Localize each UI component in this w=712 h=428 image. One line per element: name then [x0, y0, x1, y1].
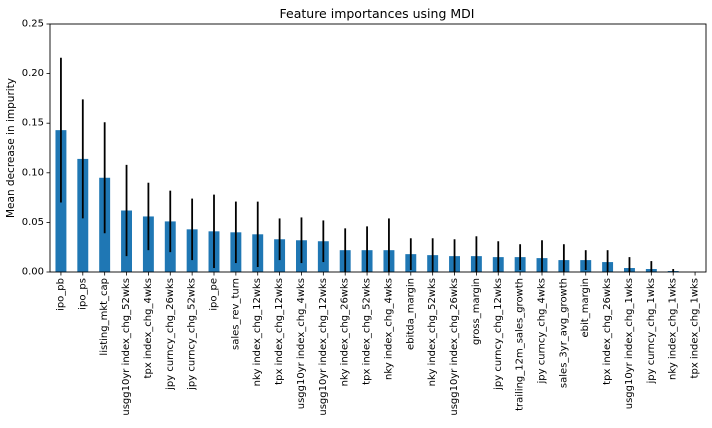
x-tick-label: jpy curncy_chg_1wks — [646, 278, 657, 384]
x-tick-label: ebitda_margin — [405, 278, 416, 350]
error-bars-group — [60, 57, 675, 272]
x-tick-label: ipo_pe — [209, 278, 220, 311]
x-tick-label: sales_3yr_avg_growth — [558, 278, 569, 388]
x-tick-label: trailing_12m_sales_growth — [515, 278, 526, 411]
y-tick-label: 0.15 — [22, 118, 44, 129]
y-tick-label: 0.20 — [22, 68, 44, 79]
x-tick-label: ebit_margin — [580, 278, 591, 337]
x-tick-label: usgg10yr index_chg_26wks — [449, 278, 460, 416]
chart-title: Feature importances using MDI — [280, 6, 475, 21]
x-tick-label: ipo_ps — [77, 278, 88, 310]
x-tick-label: nky index_chg_26wks — [340, 278, 351, 386]
y-axis-label: Mean decrease in impurity — [5, 78, 17, 218]
y-tick-label: 0.05 — [22, 217, 44, 228]
x-tick-label: tpx index_chg_1wks — [690, 278, 701, 378]
x-tick-label: nky index_chg_12wks — [252, 278, 263, 386]
x-tick-label: ipo_pb — [55, 278, 66, 311]
x-tick-label: jpy curncy_chg_12wks — [493, 278, 504, 391]
x-tick-label: tpx index_chg_52wks — [362, 278, 373, 385]
x-tick-label: jpy curncy_chg_26wks — [165, 278, 176, 391]
y-axis: 0.00 0.05 0.10 0.15 0.20 0.25 — [22, 19, 50, 278]
x-tick-label: nky index_chg_4wks — [383, 278, 394, 380]
x-tick-label: usgg10yr index_chg_52wks — [121, 278, 132, 416]
y-tick-label: 0.25 — [22, 19, 44, 30]
y-tick-label: 0.10 — [22, 167, 44, 178]
x-tick-label: gross_margin — [471, 278, 482, 345]
x-tick-label: tpx index_chg_26wks — [602, 278, 613, 385]
x-tick-label: tpx index_chg_4wks — [143, 278, 154, 378]
x-tick-label: usgg10yr index_chg_4wks — [296, 278, 307, 409]
x-tick-label: sales_rev_turn — [230, 278, 241, 350]
x-axis: ipo_pb ipo_ps listing_mkt_cap usgg10yr inde… — [55, 272, 701, 416]
x-tick-label: nky index_chg_52wks — [427, 278, 438, 386]
x-tick-label: nky index_chg_1wks — [668, 278, 679, 380]
plot-frame — [49, 23, 707, 273]
x-tick-label: jpy curncy_chg_52wks — [187, 278, 198, 391]
x-tick-label: jpy curncy_chg_4wks — [537, 278, 548, 384]
x-tick-label: listing_mkt_cap — [99, 278, 110, 356]
y-tick-label: 0.00 — [22, 267, 44, 278]
x-tick-label: usgg10yr index_chg_12wks — [318, 278, 329, 416]
x-tick-label: tpx index_chg_12wks — [274, 278, 285, 385]
x-tick-label: usgg10yr index_chg_1wks — [624, 278, 635, 409]
